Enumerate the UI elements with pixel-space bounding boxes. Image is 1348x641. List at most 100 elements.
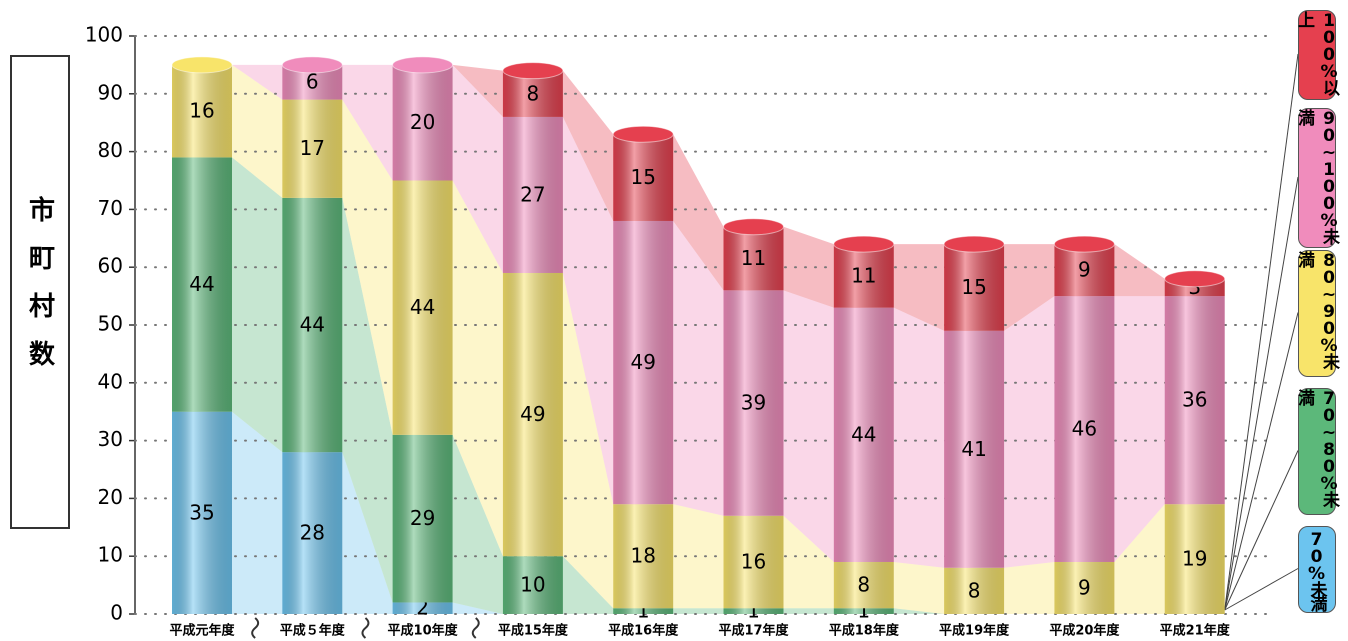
bar-cap	[723, 218, 784, 236]
bar-shade	[833, 561, 894, 609]
connector-band	[562, 272, 614, 609]
bar-shade	[172, 157, 232, 412]
connector-band	[783, 290, 834, 562]
x-tick-label: 平成18年度	[829, 623, 900, 639]
data-label: 8	[527, 81, 540, 105]
x-tick-label: 平成20年度	[1049, 623, 1120, 639]
bar-shade	[282, 197, 343, 453]
legend-entry: 100%以上	[1294, 10, 1339, 100]
bar-shade	[613, 220, 674, 505]
legend-leader	[1224, 53, 1299, 611]
data-label: 49	[630, 350, 655, 374]
connector-band	[232, 64, 283, 198]
legend-entry: 90~100%未満	[1294, 108, 1339, 248]
connector-band	[452, 180, 503, 557]
bar-shade	[1054, 296, 1115, 562]
bar-shade	[613, 134, 674, 221]
data-label: 35	[189, 500, 214, 524]
x-tick-label: 平成19年度	[939, 623, 1010, 639]
y-tick-label: 70	[98, 196, 123, 220]
bar-shade	[392, 180, 453, 435]
connector-band	[893, 244, 945, 331]
axis-break	[471, 617, 480, 639]
y-tick-label: 40	[98, 369, 123, 393]
data-label: 19	[1182, 547, 1207, 571]
y-axis-label: 市町村数	[10, 55, 70, 529]
bar-shade	[613, 608, 674, 614]
connector-band	[342, 197, 393, 603]
connector-band	[893, 608, 945, 614]
connector-band	[452, 64, 503, 273]
bar-shade	[1164, 504, 1225, 614]
bar-shade	[1164, 296, 1225, 505]
y-tick-label: 100	[85, 23, 123, 47]
connector-band	[673, 220, 724, 516]
connector-band	[452, 602, 503, 614]
bar-shade	[392, 434, 453, 603]
connector-band	[673, 504, 724, 609]
legend-entry: 80~90%未満	[1294, 250, 1339, 377]
bar-shade	[172, 64, 232, 158]
x-tick-label: 平成16年度	[608, 623, 679, 639]
data-label: 27	[520, 182, 545, 206]
bar-cap	[943, 235, 1005, 253]
connector-band	[893, 307, 945, 568]
data-label: 28	[300, 521, 325, 545]
bar-shade	[723, 515, 784, 609]
data-label: 20	[410, 110, 435, 134]
legend-leader	[1224, 312, 1299, 611]
connector-band	[232, 157, 283, 453]
data-label: 46	[1072, 417, 1097, 441]
data-label: 11	[851, 263, 876, 287]
data-label: 44	[189, 272, 214, 296]
connector-band	[342, 452, 393, 614]
bar-shade	[723, 608, 784, 614]
connector-band	[673, 134, 724, 291]
x-tick-label: 平成10年度	[388, 623, 459, 639]
bar-shade	[723, 226, 784, 291]
data-label: 8	[968, 578, 981, 602]
bar-shade	[833, 307, 894, 562]
data-label: 10	[520, 573, 545, 597]
connector-band	[673, 608, 724, 614]
data-label: 6	[306, 70, 319, 94]
y-tick-label: 90	[98, 80, 123, 104]
y-tick-label: 20	[98, 485, 123, 509]
connector-band	[452, 64, 503, 117]
bar-cap	[612, 125, 674, 143]
connector-band	[1004, 561, 1055, 614]
x-tick-label: 平成17年度	[718, 623, 789, 639]
data-label: 15	[630, 165, 655, 189]
connector-band	[893, 561, 945, 614]
connector-band	[1114, 244, 1165, 297]
bar-shade	[502, 116, 563, 273]
bar-cap	[833, 235, 895, 253]
connector-band	[1114, 504, 1165, 614]
bar-shade	[502, 272, 563, 557]
connector-band	[562, 70, 614, 221]
bar-shade	[833, 608, 894, 614]
x-tick-label: 平成21年度	[1160, 623, 1231, 639]
legend-leader	[1224, 450, 1299, 611]
bar-shade	[944, 244, 1005, 331]
connector-band	[562, 556, 614, 614]
data-label: 44	[851, 422, 876, 446]
connector-band	[232, 411, 283, 614]
data-label: 9	[1078, 575, 1091, 599]
connector-band	[783, 608, 834, 614]
bar-shade	[944, 330, 1005, 568]
data-label: 36	[1182, 388, 1207, 412]
bar-shade	[944, 567, 1005, 614]
connector-band	[1114, 296, 1165, 562]
axis-break	[361, 617, 370, 639]
bar-shade	[723, 290, 784, 516]
connector-band	[1004, 244, 1055, 331]
connector-band	[342, 99, 393, 435]
bar-shade	[392, 64, 453, 181]
x-tick-label: 平成５年度	[280, 623, 346, 639]
y-tick-label: 0	[110, 601, 123, 625]
y-tick-label: 10	[98, 543, 123, 567]
y-tick-label: 30	[98, 427, 123, 451]
y-tick-label: 60	[98, 254, 123, 278]
